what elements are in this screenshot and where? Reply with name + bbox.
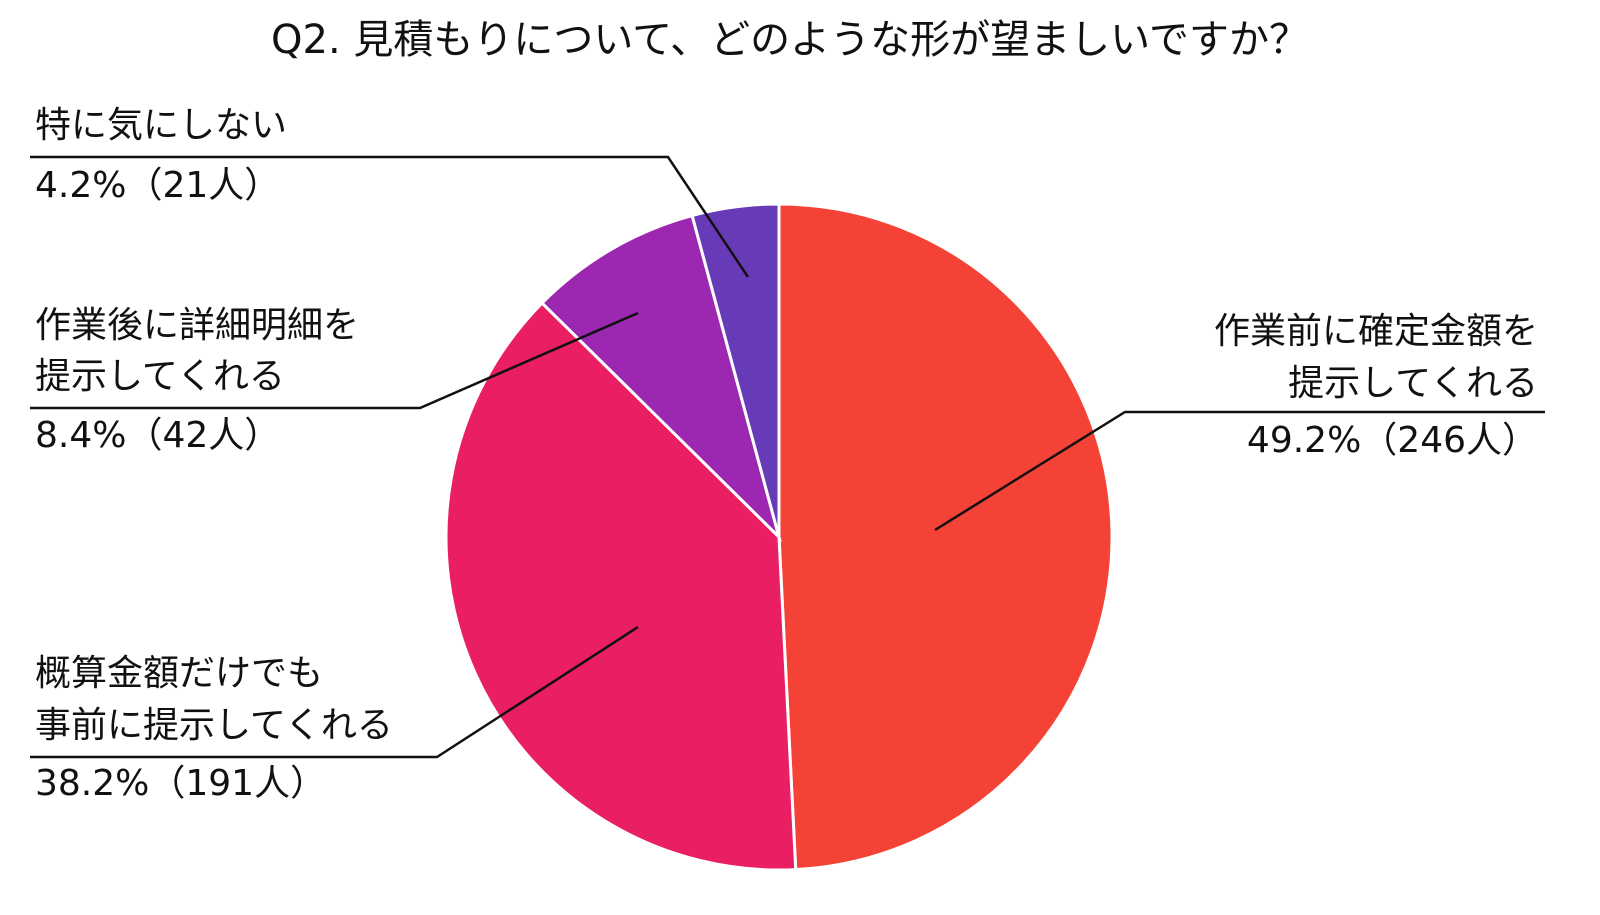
slice-label: 作業後に詳細明細を	[35, 305, 359, 346]
slice-label: 特に気にしない	[35, 105, 287, 146]
leader-line	[30, 625, 639, 759]
value-label: 49.2%（246人）	[1247, 420, 1538, 461]
pie-slice	[690, 202, 781, 538]
value-label: 4.2%（21人）	[35, 165, 280, 206]
slice-label: 事前に提示してくれる	[35, 705, 393, 746]
chart-title: Q2. 見積もりについて、どのような形が望ましいですか？	[271, 17, 1309, 63]
leader-line	[934, 410, 1545, 532]
leader-line	[30, 155, 750, 278]
slice-label: 提示してくれる	[35, 356, 285, 397]
slice-label: 提示してくれる	[1288, 363, 1538, 404]
pie-slice	[444, 300, 798, 872]
slice-label: 作業前に確定金額を	[1214, 311, 1538, 352]
slice-label: 概算金額だけでも	[35, 653, 323, 694]
pie-slice	[777, 202, 1114, 872]
value-label: 38.2%（191人）	[35, 763, 326, 804]
pie-slice	[539, 213, 782, 542]
value-label: 8.4%（42人）	[35, 415, 280, 456]
leader-line	[30, 311, 639, 410]
